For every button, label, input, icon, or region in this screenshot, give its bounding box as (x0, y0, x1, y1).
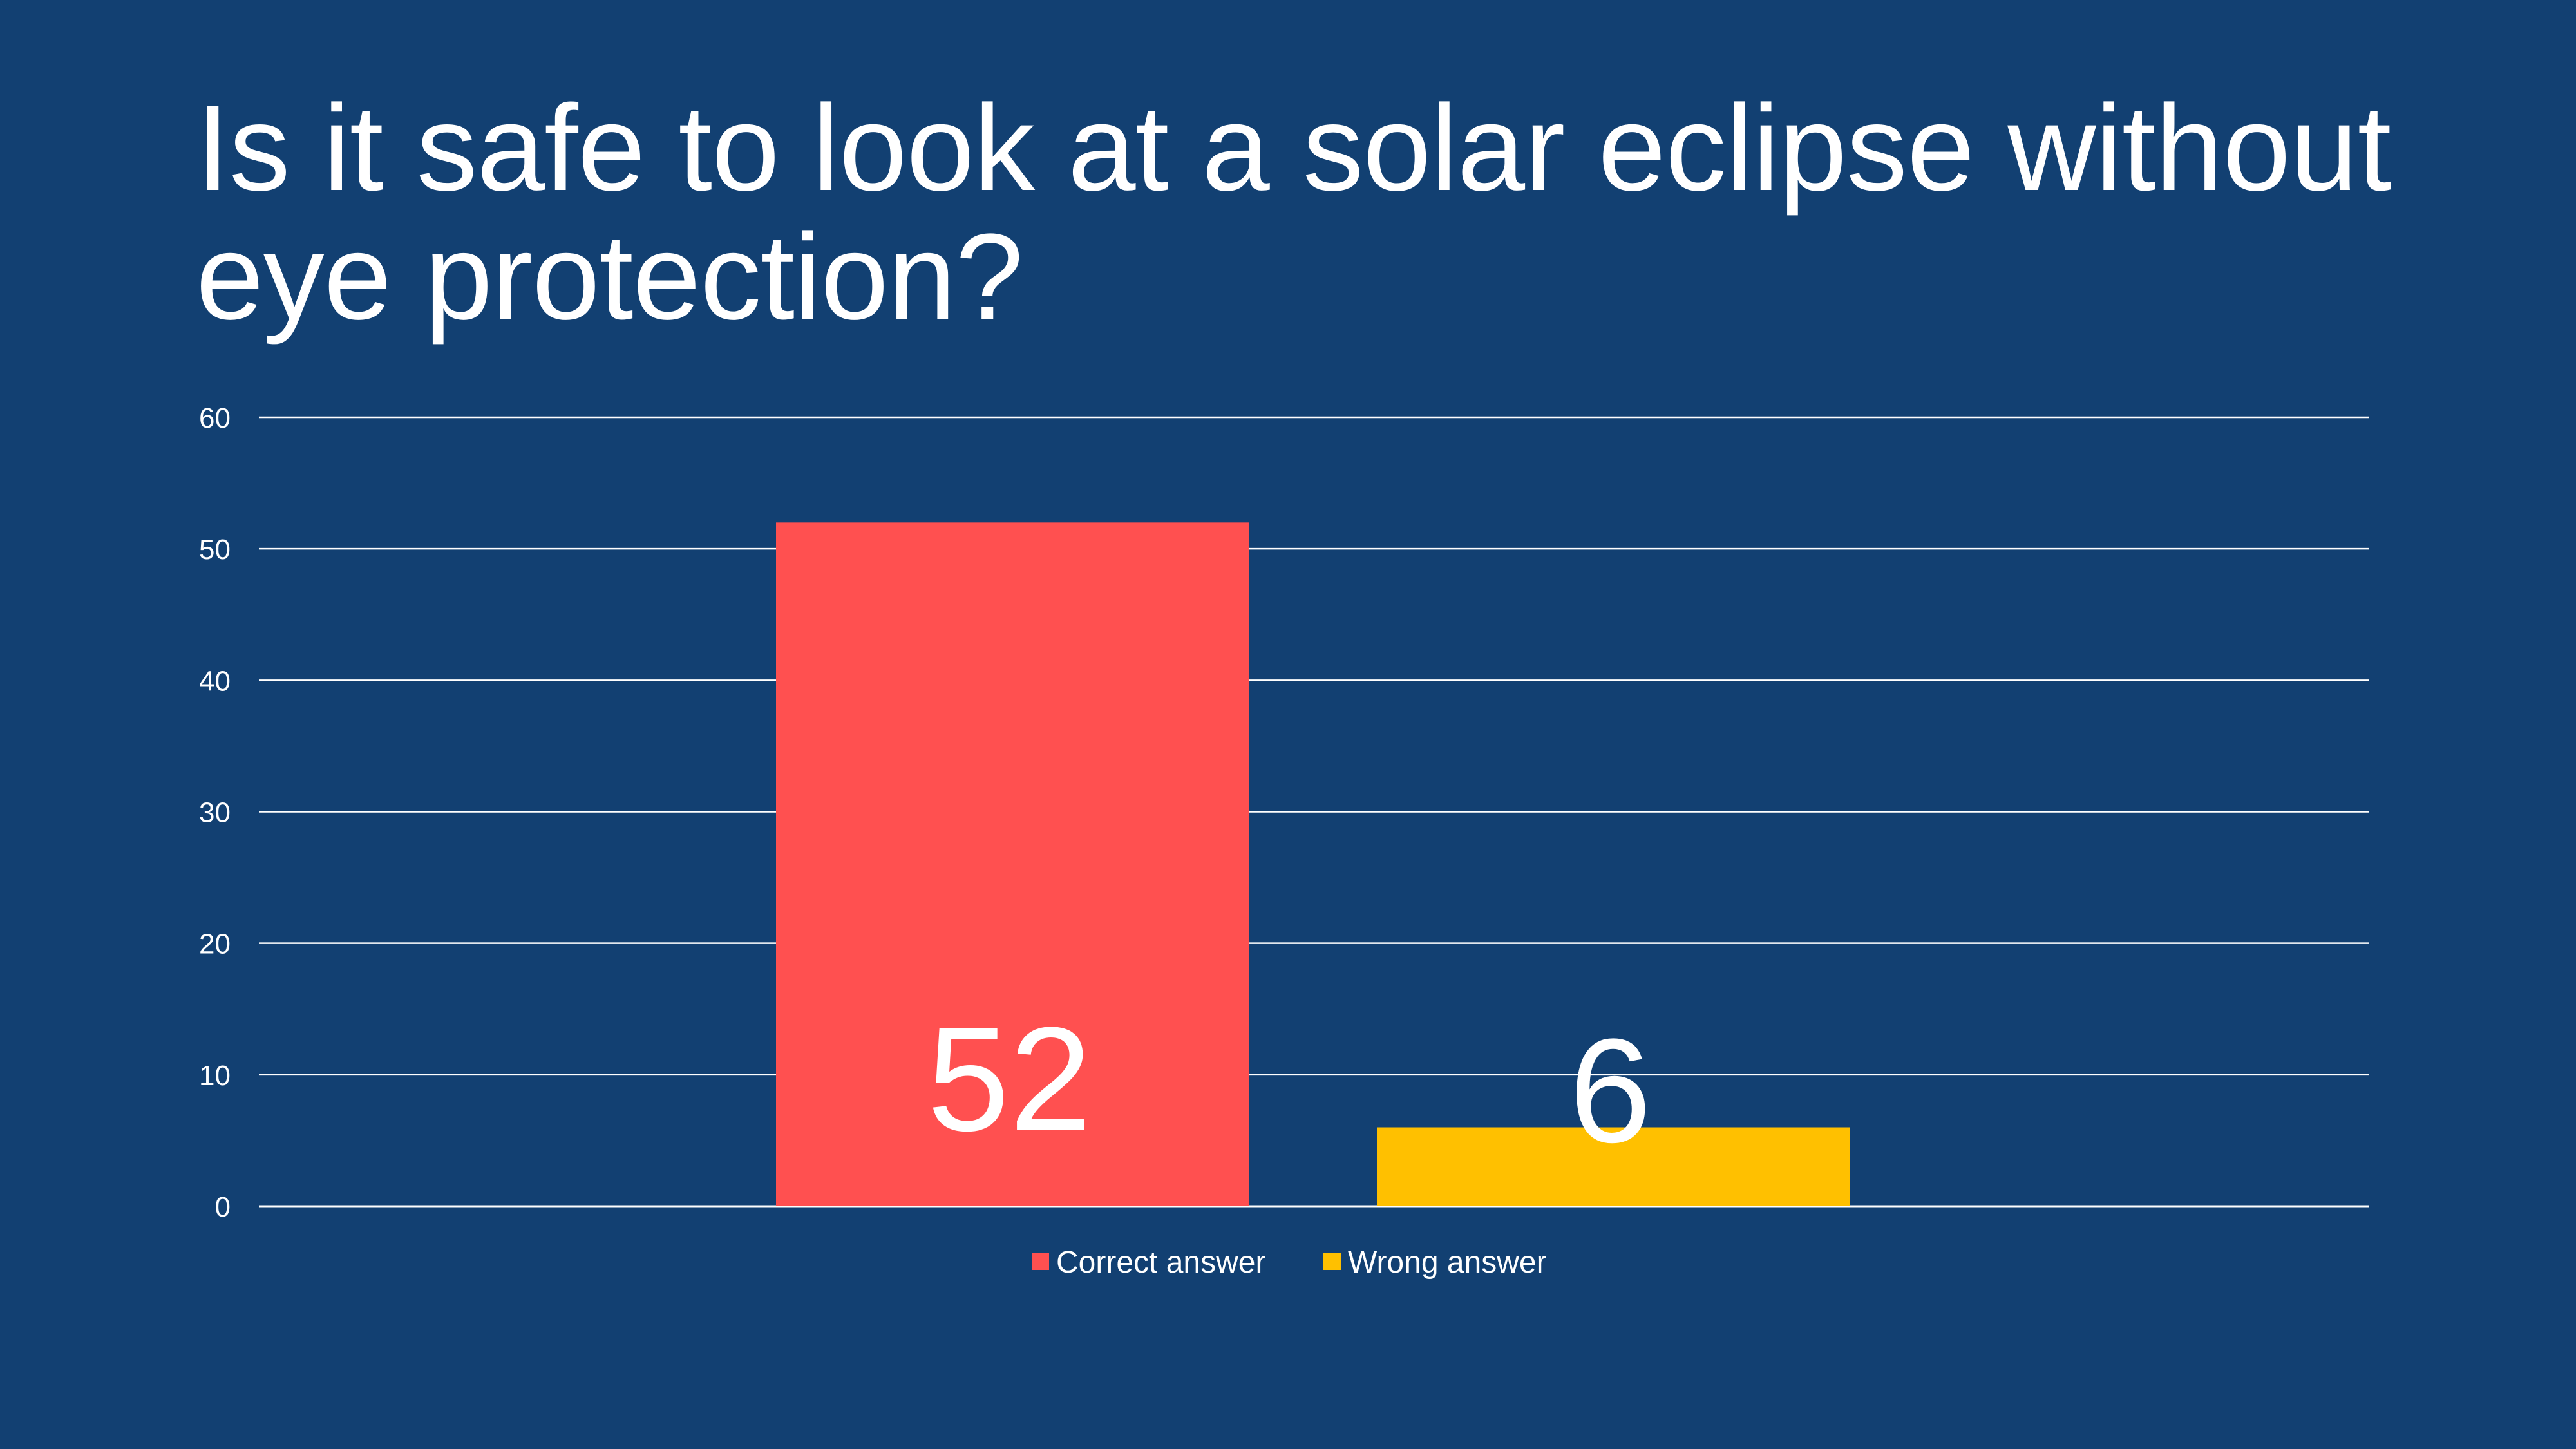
gridlines (259, 416, 2369, 1208)
y-tick-label: 10 (199, 1060, 231, 1092)
slide-title-line-2: eye protection? (196, 209, 1023, 345)
y-axis-ticks: 0 10 20 30 40 50 60 (199, 402, 231, 1223)
y-tick-label: 0 (215, 1191, 231, 1223)
bar-wrong-answer (1377, 1127, 1850, 1206)
data-label: 52 (927, 996, 1092, 1162)
legend: Correct answer Wrong answer (1032, 1245, 1547, 1280)
slide-title-line-1: Is it safe to look at a solar eclipse wi… (196, 80, 2391, 216)
data-label: 6 (1569, 1008, 1652, 1173)
legend-swatch (1032, 1253, 1049, 1270)
legend-swatch (1323, 1253, 1341, 1270)
y-tick-label: 20 (199, 929, 231, 960)
bars (776, 522, 1850, 1207)
y-tick-label: 60 (199, 402, 231, 434)
slide-title: Is it safe to look at a solar eclipse wi… (196, 84, 2450, 341)
legend-label: Wrong answer (1348, 1245, 1547, 1280)
data-labels: 52 6 (927, 996, 1652, 1173)
bar-correct-answer (776, 522, 1249, 1207)
y-tick-label: 30 (199, 797, 231, 829)
y-tick-label: 50 (199, 534, 231, 565)
legend-label: Correct answer (1056, 1245, 1265, 1280)
y-tick-label: 40 (199, 665, 231, 697)
